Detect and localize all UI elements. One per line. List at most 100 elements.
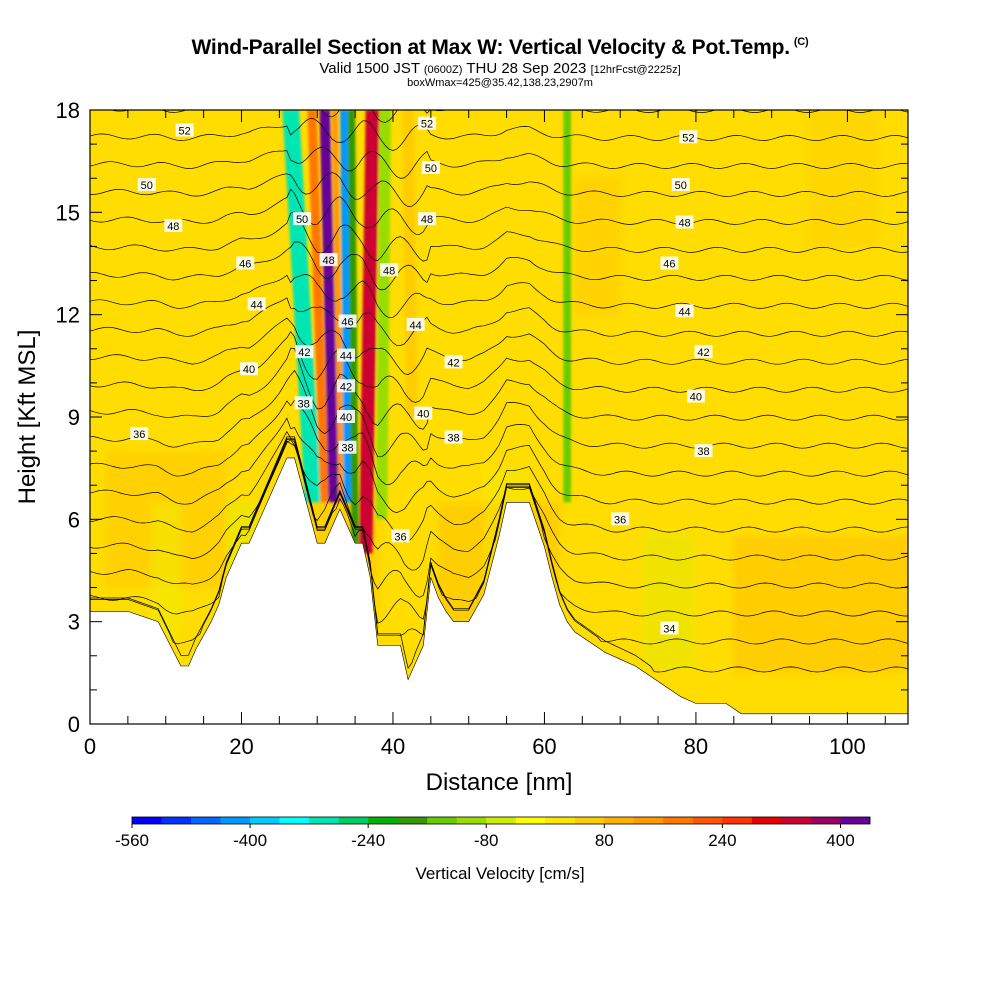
contour-label: 44 <box>337 348 356 363</box>
theta-contour-line <box>90 399 908 486</box>
contour-label: 40 <box>240 362 259 376</box>
contour-label-box <box>338 314 357 328</box>
contour-label: 46 <box>660 256 679 271</box>
contour-label: 36 <box>611 512 630 526</box>
colorbar-swatch <box>751 817 782 824</box>
contour-label-box <box>295 345 314 359</box>
contour-label-text: 38 <box>447 432 459 444</box>
colorbar-swatch <box>279 817 310 824</box>
colorbar-swatch <box>456 817 487 824</box>
contour-label-box <box>444 430 463 444</box>
contour-label-box <box>671 178 690 192</box>
contour-label-text: 48 <box>421 214 433 226</box>
chart-subtitle-box: boxWmax=425@35.42,138.23,2907m <box>407 77 593 89</box>
contour-label: 40 <box>414 406 433 421</box>
velocity-band <box>358 110 380 554</box>
contour-label-box <box>611 512 630 526</box>
contour-label-box <box>679 130 698 144</box>
colorbar-swatch <box>722 817 753 824</box>
contour-label-box <box>675 215 694 229</box>
contour-label-text: 38 <box>297 398 309 410</box>
velocity-patch <box>150 502 181 639</box>
colorbar-swatch <box>781 817 812 824</box>
contour-label-box <box>337 379 356 393</box>
terrain-mask <box>90 457 908 724</box>
colorbar-tick-label: -400 <box>233 831 267 850</box>
contour-label-box <box>293 212 312 226</box>
contour-label-text: 38 <box>341 443 353 455</box>
x-axis-label: Distance [nm] <box>426 769 573 796</box>
contour-label-text: 40 <box>690 392 702 404</box>
colorbar-tick-label: -240 <box>351 831 385 850</box>
contour-label: 48 <box>380 263 399 277</box>
colorbar-swatch <box>545 817 576 824</box>
contour-label-box <box>391 529 410 543</box>
chart-title: Wind-Parallel Section at Max W: Vertical… <box>191 36 809 59</box>
contour-label-text: 48 <box>322 255 334 267</box>
velocity-band <box>319 110 340 503</box>
velocity-patch <box>642 532 696 670</box>
colorbar-swatch <box>486 817 517 824</box>
contour-label-box <box>240 362 259 376</box>
colorbar-swatch <box>663 817 694 824</box>
contour-label: 42 <box>295 345 314 359</box>
velocity-patch <box>809 110 878 247</box>
contour-label-box <box>380 263 399 277</box>
contour-label: 42 <box>694 345 713 359</box>
theta-contour-line <box>90 118 908 151</box>
contour-label-box <box>660 256 679 270</box>
contour-label: 36 <box>391 529 410 543</box>
theta-contour-line <box>90 172 908 207</box>
contour-label-box <box>247 297 266 311</box>
contour-label-box <box>406 317 425 331</box>
contour-label-text: 52 <box>179 125 191 137</box>
theta-contour-line <box>90 241 908 291</box>
contour-label-text: 40 <box>340 412 352 424</box>
theta-contour-line <box>90 369 908 458</box>
contour-label: 36 <box>130 427 149 441</box>
contour-label-text: 44 <box>340 351 352 363</box>
contour-label-text: 42 <box>447 357 459 369</box>
contour-label-text: 50 <box>675 180 687 192</box>
contour-label: 44 <box>675 304 694 318</box>
contour-label-text: 46 <box>341 316 353 328</box>
contour-label: 44 <box>406 317 425 332</box>
theta-contours <box>90 110 908 673</box>
x-tick-label: 40 <box>381 734 405 759</box>
contour-label: 38 <box>338 440 357 455</box>
colorbar-tick-label: -80 <box>474 831 499 850</box>
plot-area: 52 50 48 46 44 40 36 50 48 46 44 42 42 40 38 38 52 50 48 48… <box>90 110 908 724</box>
contour-label-text: 48 <box>167 221 179 233</box>
colorbar-tick-label: 400 <box>826 831 854 850</box>
theta-contour-line <box>90 347 908 430</box>
y-axis-label: Height [Kft MSL] <box>14 330 41 505</box>
colorbar-swatch <box>368 817 398 824</box>
contour-label: 48 <box>319 253 338 267</box>
contour-label-text: 48 <box>678 218 690 230</box>
colorbar-swatch <box>840 817 871 824</box>
colorbar-swatch <box>515 817 546 824</box>
colorbar-label: Vertical Velocity [cm/s] <box>415 864 585 883</box>
contour-label: 46 <box>236 256 255 271</box>
contour-label-box <box>686 389 705 403</box>
colorbar-swatch <box>309 817 339 824</box>
colorbar-swatch <box>574 817 605 824</box>
contour-label: 42 <box>444 355 463 369</box>
contour-label-box <box>175 123 194 137</box>
contour-label: 52 <box>679 130 698 144</box>
velocity-band <box>402 110 418 417</box>
colorbar-swatch <box>604 817 635 824</box>
contour-label-box <box>414 406 433 420</box>
theta-contour-line <box>90 317 908 375</box>
contour-label: 38 <box>694 444 713 458</box>
x-tick-label: 100 <box>829 734 866 759</box>
theta-contour-line <box>90 439 908 571</box>
colorbar-frame <box>131 816 871 825</box>
contour-label-box <box>236 256 255 270</box>
velocity-band <box>563 110 571 503</box>
chart-subtitle: Valid 1500 JST (0600Z) THU 28 Sep 2023 [… <box>319 60 681 77</box>
contour-label: 50 <box>137 178 156 192</box>
contour-label: 38 <box>294 396 313 410</box>
x-tick-label: 0 <box>84 734 96 759</box>
